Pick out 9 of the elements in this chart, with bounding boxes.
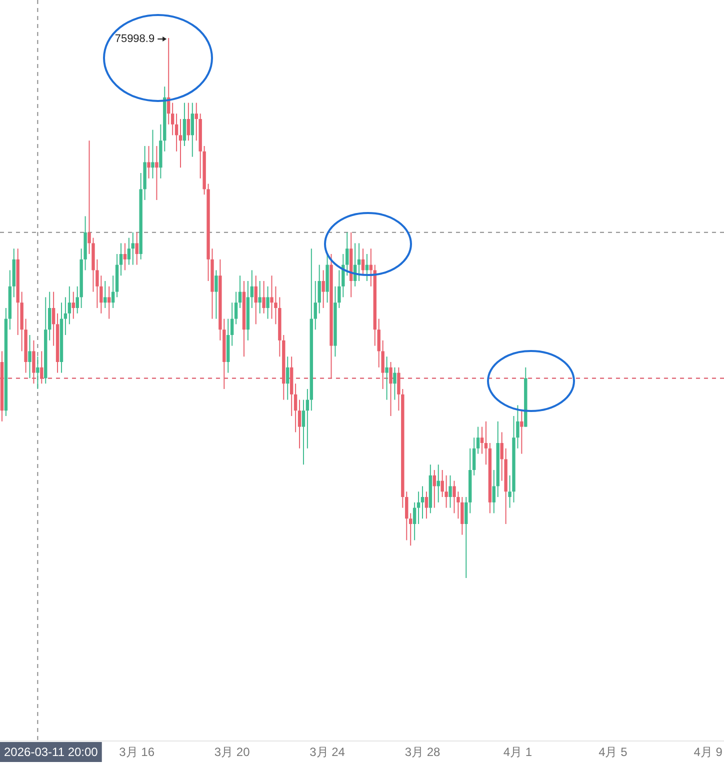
x-tick-label: 3月 20 (214, 745, 250, 759)
ref-line-label: 2026-03-11 20:00 (4, 745, 98, 759)
x-tick-label: 3月 28 (404, 745, 440, 759)
x-tick-label: 3月 16 (119, 745, 155, 759)
x-tick-label: 4月 9 (694, 745, 723, 759)
x-tick-label: 4月 5 (598, 745, 628, 759)
x-tick-label: 3月 24 (310, 745, 346, 759)
annotation: 75998.9 (114, 33, 155, 45)
x-tick-label: 4月 1 (503, 745, 532, 759)
